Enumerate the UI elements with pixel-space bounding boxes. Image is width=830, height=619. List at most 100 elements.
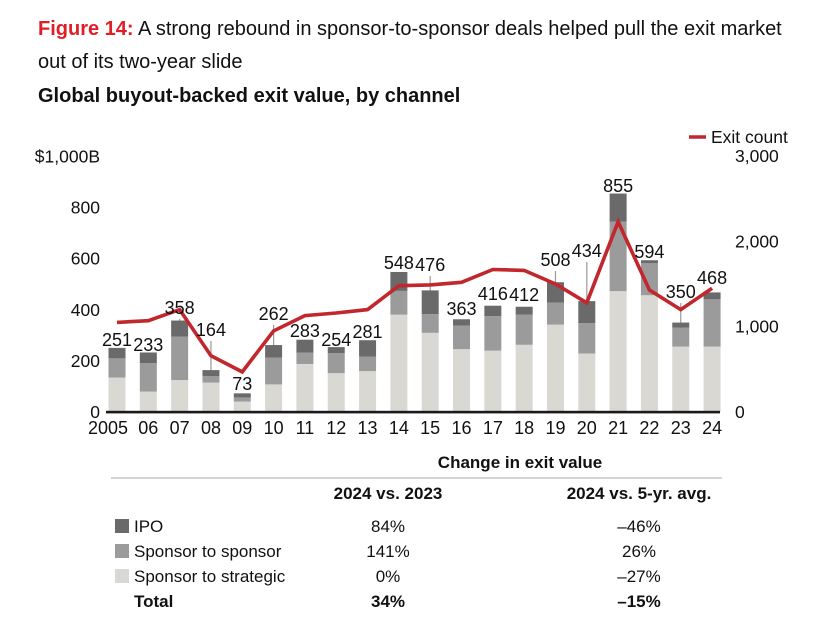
x-axis-label-2005: 2005	[88, 418, 128, 438]
bar-segment-19-sponsor_to_sponsor	[546, 302, 564, 325]
bar-segment-21-ipo	[609, 193, 627, 222]
bar-segment-15-sponsor_to_sponsor	[421, 314, 439, 333]
bar-value-label-21: 855	[603, 176, 633, 196]
table-row-label-total: Total	[134, 592, 174, 611]
bar-segment-2005-ipo	[108, 347, 126, 359]
bar-segment-11-ipo	[296, 339, 314, 353]
x-axis-label-17: 17	[483, 418, 503, 438]
x-axis-label-06: 06	[138, 418, 158, 438]
bar-segment-2005-sponsor_to_strategic	[108, 377, 126, 412]
table-value: 34%	[370, 592, 406, 611]
bar-segment-09-sponsor_to_sponsor	[233, 397, 251, 402]
bar-segment-16-ipo	[453, 319, 471, 326]
bar-segment-10-sponsor_to_sponsor	[265, 357, 283, 385]
left-axis-tick: 800	[71, 198, 100, 218]
x-axis-label-11: 11	[296, 418, 315, 438]
table-row-label-ipo: IPO	[134, 517, 164, 536]
bar-segment-13-sponsor_to_sponsor	[359, 356, 377, 372]
x-axis-line	[106, 410, 720, 414]
bar-segment-13-ipo	[359, 340, 377, 357]
bar-segment-07-sponsor_to_strategic	[171, 380, 189, 412]
legend-swatch-sponsor-to-strategic	[115, 569, 129, 583]
bar-segment-18-ipo	[515, 306, 533, 315]
bar-segment-22-sponsor_to_sponsor	[640, 263, 658, 296]
bar-segment-22-ipo	[640, 260, 658, 264]
bar-segment-22-sponsor_to_strategic	[640, 295, 658, 412]
figure-caption: Figure 14: A strong rebound in sponsor-t…	[38, 13, 783, 79]
right-axis-tick: 3,000	[735, 146, 779, 166]
bar-segment-23-sponsor_to_sponsor	[672, 327, 690, 347]
left-axis-tick: 400	[71, 300, 100, 320]
figure-caption-text: A strong rebound in sponsor-to-sponsor d…	[38, 18, 782, 73]
x-axis-label-19: 19	[545, 418, 565, 438]
bar-segment-19-sponsor_to_strategic	[546, 324, 564, 412]
bar-value-label-17: 416	[478, 284, 508, 304]
exit-value-chart: $1,000B 800 600 400 200 0 3,000 2,000 1,000 0 Exit…	[35, 127, 788, 438]
x-axis-label-09: 09	[232, 418, 252, 438]
bar-segment-12-sponsor_to_strategic	[327, 373, 345, 412]
bar-segment-17-sponsor_to_strategic	[484, 350, 502, 412]
table-divider	[111, 477, 722, 479]
bar-segment-12-sponsor_to_sponsor	[327, 353, 345, 374]
bar-segment-09-sponsor_to_strategic	[233, 401, 251, 412]
bar-value-label-13: 281	[353, 322, 383, 342]
table-row-label-sponsor-to-strategic: Sponsor to strategic	[134, 567, 286, 586]
bar-segment-15-sponsor_to_strategic	[421, 332, 439, 412]
table-value: 0%	[375, 567, 401, 586]
bar-segment-17-sponsor_to_sponsor	[484, 316, 502, 351]
bar-segment-16-sponsor_to_strategic	[453, 349, 471, 412]
left-axis-tick: 600	[71, 249, 100, 269]
x-axis-label-10: 10	[264, 418, 284, 438]
bar-segment-07-sponsor_to_sponsor	[171, 336, 189, 381]
bar-value-label-14: 548	[384, 253, 414, 273]
table-value: 141%	[366, 542, 410, 561]
table-value: –15%	[617, 592, 661, 611]
left-axis-ticks: $1,000B 800 600 400 200 0	[35, 147, 100, 423]
bar-segment-12-ipo	[327, 347, 345, 354]
bar-value-label-12: 254	[321, 330, 351, 350]
bar-segment-06-sponsor_to_sponsor	[139, 363, 157, 392]
bar-segment-08-ipo	[202, 370, 220, 377]
exit-count-legend-label: Exit count	[711, 127, 788, 147]
x-axis-label-20: 20	[577, 418, 597, 438]
table-value: 84%	[370, 517, 406, 536]
bar-value-label-07: 358	[165, 298, 195, 318]
bar-value-label-11: 283	[290, 321, 320, 341]
x-axis-label-22: 22	[639, 418, 659, 438]
bar-value-label-10: 262	[259, 304, 289, 324]
bar-segment-20-ipo	[578, 301, 596, 324]
bar-segment-06-ipo	[139, 352, 157, 364]
bar-value-label-22: 594	[634, 242, 664, 262]
bar-value-label-23: 350	[666, 282, 696, 302]
x-axis-label-15: 15	[420, 418, 440, 438]
bar-segment-21-sponsor_to_strategic	[609, 291, 627, 412]
x-axis-labels: 2005 06 07 08 09 10 11 12 13 14 15 16 17 18 19 20 21 22 23…	[88, 418, 722, 438]
bar-segment-10-ipo	[265, 345, 283, 358]
table-value: –27%	[617, 567, 661, 586]
bar-value-label-18: 412	[509, 285, 539, 305]
x-axis-label-16: 16	[452, 418, 472, 438]
figure-number-label: Figure 14:	[38, 18, 134, 40]
bar-segment-18-sponsor_to_sponsor	[515, 314, 533, 345]
bar-segment-21-sponsor_to_sponsor	[609, 221, 627, 292]
legend-swatch-sponsor-to-sponsor	[115, 544, 129, 558]
right-axis-ticks: 3,000 2,000 1,000 0	[735, 146, 779, 422]
table-value: –46%	[617, 517, 661, 536]
right-axis-tick: 1,000	[735, 317, 779, 337]
bar-segment-20-sponsor_to_strategic	[578, 353, 596, 412]
bar-value-label-08: 164	[196, 320, 226, 340]
bar-value-label-24: 468	[697, 268, 727, 288]
bar-value-label-16: 363	[446, 299, 476, 319]
bar-segment-10-sponsor_to_strategic	[265, 384, 283, 412]
bar-value-label-20: 434	[572, 241, 602, 261]
table-column-header-2024-vs-2023: 2024 vs. 2023	[333, 484, 443, 503]
bar-segment-08-sponsor_to_strategic	[202, 382, 220, 412]
bar-segment-23-sponsor_to_strategic	[672, 346, 690, 412]
bar-segment-16-sponsor_to_sponsor	[453, 325, 471, 350]
chart-title: Global buyout-backed exit value, by chan…	[38, 85, 461, 107]
table-column-header-2024-vs-5yr-avg: 2024 vs. 5-yr. avg.	[566, 484, 712, 503]
bar-value-label-19: 508	[540, 250, 570, 270]
bar-segment-07-ipo	[171, 320, 189, 337]
x-axis-label-07: 07	[170, 418, 190, 438]
